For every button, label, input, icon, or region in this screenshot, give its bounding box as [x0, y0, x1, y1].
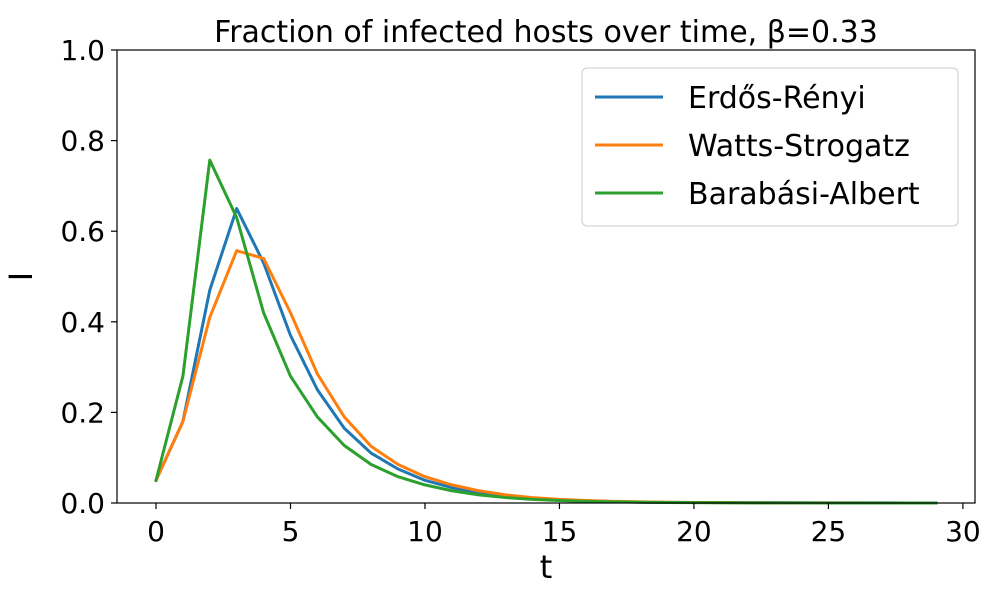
legend: Erdős-Rényi Watts-Strogatz Barabási-Albert: [581, 67, 959, 227]
legend-label: Erdős-Rényi: [688, 81, 866, 116]
x-tick-label: 15: [542, 515, 578, 548]
y-tick-label: 0.2: [60, 396, 105, 429]
y-tick-label: 1.0: [60, 34, 105, 67]
legend-label: Watts-Strogatz: [688, 129, 910, 164]
y-axis-label: I: [2, 272, 40, 281]
plot-frame: [116, 49, 976, 504]
ticks-layer: 0 5 10 15 20 25 30 0.0 0.2 0.4 0.6 0.8 1.0: [60, 34, 980, 548]
legend-label: Barabási-Albert: [688, 177, 920, 212]
x-tick-label: 30: [945, 515, 981, 548]
x-tick-label: 25: [811, 515, 847, 548]
x-tick-label: 5: [282, 515, 300, 548]
x-tick-label: 10: [407, 515, 443, 548]
y-tick-label: 0.6: [60, 215, 105, 248]
x-axis-label: t: [540, 548, 553, 586]
legend-box: [581, 67, 959, 227]
x-tick-label: 20: [676, 515, 712, 548]
x-tick-label: 0: [147, 515, 165, 548]
y-tick-label: 0.0: [60, 487, 105, 520]
chart-title: Fraction of infected hosts over time, β=…: [214, 15, 878, 50]
y-tick-label: 0.8: [60, 125, 105, 158]
y-tick-label: 0.4: [60, 306, 105, 339]
